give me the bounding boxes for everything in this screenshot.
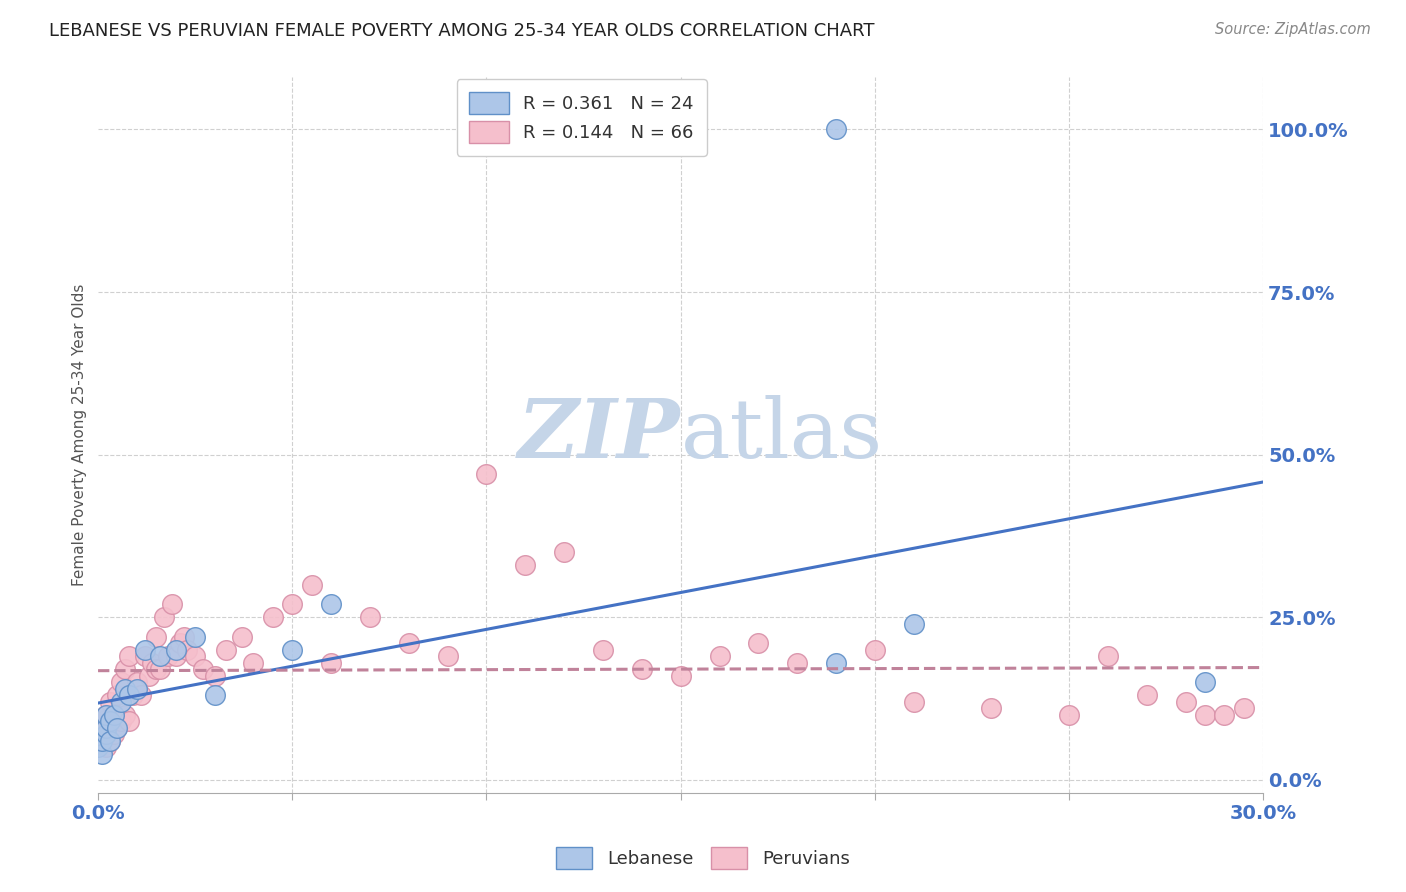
Point	[1097, 649, 1119, 664]
Point	[114, 707, 136, 722]
Point	[176, 642, 198, 657]
Point	[262, 610, 284, 624]
Point	[118, 649, 141, 664]
Point	[1213, 707, 1236, 722]
Point	[94, 721, 117, 735]
Point	[122, 688, 145, 702]
Point	[114, 681, 136, 696]
Point	[103, 727, 125, 741]
Point	[359, 610, 381, 624]
Point	[91, 747, 114, 761]
Point	[103, 707, 125, 722]
Point	[709, 649, 731, 664]
Point	[398, 636, 420, 650]
Point	[149, 662, 172, 676]
Text: Source: ZipAtlas.com: Source: ZipAtlas.com	[1215, 22, 1371, 37]
Point	[242, 656, 264, 670]
Point	[165, 642, 187, 657]
Point	[134, 649, 156, 664]
Point	[319, 597, 342, 611]
Point	[107, 688, 129, 702]
Point	[1233, 701, 1256, 715]
Point	[173, 630, 195, 644]
Point	[125, 675, 148, 690]
Point	[204, 688, 226, 702]
Point	[156, 649, 179, 664]
Point	[129, 688, 152, 702]
Point	[825, 656, 848, 670]
Point	[141, 656, 163, 670]
Point	[169, 636, 191, 650]
Point	[110, 675, 132, 690]
Point	[118, 714, 141, 728]
Point	[1194, 675, 1216, 690]
Point	[903, 616, 925, 631]
Point	[184, 630, 207, 644]
Point	[592, 642, 614, 657]
Point	[107, 721, 129, 735]
Point	[1174, 695, 1197, 709]
Point	[138, 668, 160, 682]
Point	[281, 642, 304, 657]
Point	[107, 721, 129, 735]
Point	[553, 545, 575, 559]
Point	[149, 649, 172, 664]
Point	[134, 642, 156, 657]
Point	[153, 610, 176, 624]
Text: atlas: atlas	[681, 395, 883, 475]
Point	[91, 733, 114, 747]
Point	[94, 721, 117, 735]
Point	[94, 740, 117, 755]
Text: ZIP: ZIP	[517, 395, 681, 475]
Point	[87, 740, 110, 755]
Legend: Lebanese, Peruvians: Lebanese, Peruvians	[547, 838, 859, 879]
Point	[110, 714, 132, 728]
Point	[110, 695, 132, 709]
Legend: R = 0.361   N = 24, R = 0.144   N = 66: R = 0.361 N = 24, R = 0.144 N = 66	[457, 79, 707, 156]
Point	[215, 642, 238, 657]
Point	[786, 656, 808, 670]
Point	[98, 714, 121, 728]
Point	[1057, 707, 1080, 722]
Point	[98, 733, 121, 747]
Point	[87, 727, 110, 741]
Point	[903, 695, 925, 709]
Point	[1194, 707, 1216, 722]
Point	[165, 649, 187, 664]
Point	[515, 558, 537, 573]
Point	[1136, 688, 1159, 702]
Point	[103, 707, 125, 722]
Point	[114, 662, 136, 676]
Point	[94, 707, 117, 722]
Point	[980, 701, 1002, 715]
Point	[160, 597, 183, 611]
Text: LEBANESE VS PERUVIAN FEMALE POVERTY AMONG 25-34 YEAR OLDS CORRELATION CHART: LEBANESE VS PERUVIAN FEMALE POVERTY AMON…	[49, 22, 875, 40]
Point	[98, 733, 121, 747]
Point	[231, 630, 253, 644]
Point	[145, 630, 167, 644]
Point	[91, 714, 114, 728]
Point	[191, 662, 214, 676]
Point	[281, 597, 304, 611]
Point	[319, 656, 342, 670]
Point	[204, 668, 226, 682]
Point	[125, 681, 148, 696]
Point	[94, 707, 117, 722]
Point	[747, 636, 769, 650]
Point	[301, 577, 323, 591]
Point	[436, 649, 458, 664]
Point	[184, 649, 207, 664]
Point	[863, 642, 886, 657]
Point	[94, 727, 117, 741]
Point	[669, 668, 692, 682]
Point	[98, 695, 121, 709]
Point	[118, 688, 141, 702]
Y-axis label: Female Poverty Among 25-34 Year Olds: Female Poverty Among 25-34 Year Olds	[72, 284, 87, 586]
Point	[91, 733, 114, 747]
Point	[145, 662, 167, 676]
Point	[825, 122, 848, 136]
Point	[475, 467, 498, 481]
Point	[631, 662, 654, 676]
